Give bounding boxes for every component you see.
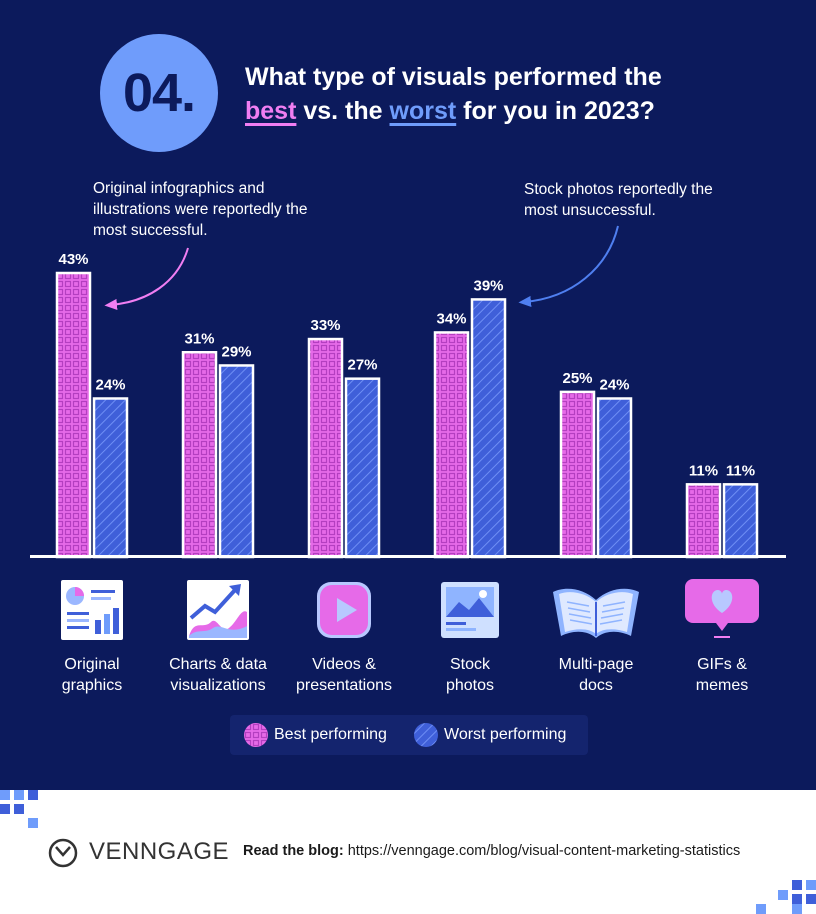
title-worst-word: worst — [389, 97, 457, 125]
legend-item-best: Best performing — [244, 715, 387, 755]
question-number-badge: 04. — [100, 34, 218, 152]
bar-worst-2 — [344, 377, 381, 559]
bar-worst-0 — [92, 397, 129, 559]
title-mid-text: vs. the — [303, 97, 383, 125]
bar-best-1 — [181, 351, 218, 559]
data-label-worst-3: 39% — [473, 277, 503, 294]
data-label-best-1: 31% — [184, 330, 214, 347]
venngage-logo-icon — [48, 838, 78, 868]
play-video-icon — [311, 578, 377, 642]
data-label-best-5: 11% — [689, 462, 718, 479]
infographic-icon — [59, 578, 125, 642]
title-best-word: best — [245, 97, 297, 125]
category-label-line1: Videos & — [312, 656, 376, 673]
legend-label-worst: Worst performing — [444, 726, 567, 743]
category-gifs-memes: GIFs & memes — [654, 578, 790, 696]
legend-label-best: Best performing — [274, 726, 387, 743]
bar-worst-3 — [470, 298, 507, 559]
data-label-worst-0: 24% — [95, 376, 125, 393]
category-label-line2: visualizations — [170, 677, 266, 694]
title-line-2: best vs. the worst for you in 2023? — [245, 94, 805, 128]
bar-best-4 — [559, 390, 596, 559]
category-label-line2: graphics — [61, 677, 123, 694]
open-book-icon — [551, 578, 641, 642]
category-original-graphics: Original graphics — [24, 578, 160, 696]
data-label-worst-5: 11% — [726, 462, 755, 479]
chart-legend: Best performing Worst performing — [230, 715, 588, 755]
category-label-line1: GIFs & — [697, 656, 747, 673]
line-chart-icon — [185, 578, 251, 642]
blog-url[interactable]: https://venngage.com/blog/visual-content… — [347, 843, 741, 859]
category-label-line1: Charts & data — [169, 656, 267, 673]
bar-best-2 — [307, 337, 344, 559]
legend-swatch-worst — [414, 723, 438, 747]
data-label-best-4: 25% — [562, 370, 592, 387]
brand-name: VENNGAGE — [89, 838, 230, 865]
bar-best-5 — [685, 483, 722, 559]
category-charts-data-viz: Charts & data visualizations — [150, 578, 286, 696]
venngage-logo[interactable]: VENNGAGE — [47, 836, 229, 868]
bar-worst-1 — [218, 364, 255, 559]
category-label-line2: memes — [695, 677, 749, 694]
legend-item-worst: Worst performing — [414, 715, 566, 755]
annotation-best: Original infographics and illustrations … — [93, 180, 308, 239]
landscape-photo-icon — [437, 578, 503, 642]
page-title: What type of visuals performed the best … — [245, 60, 805, 128]
category-label-line2: docs — [579, 677, 613, 694]
title-end-text: for you in 2023? — [463, 97, 655, 125]
category-stock-photos: Stock photos — [402, 578, 538, 696]
data-label-best-2: 33% — [310, 317, 340, 334]
category-label-line2: presentations — [295, 677, 393, 694]
heart-message-icon — [684, 578, 760, 642]
data-label-worst-1: 29% — [221, 343, 251, 360]
bar-worst-4 — [596, 397, 633, 559]
bar-best-3 — [433, 331, 470, 559]
data-label-best-3: 34% — [436, 310, 466, 327]
data-label-worst-4: 24% — [599, 376, 629, 393]
title-line-1: What type of visuals performed the — [245, 63, 662, 91]
annotation-worst: Stock photos reportedly the most unsucce… — [524, 181, 713, 219]
chart-baseline — [30, 555, 786, 558]
bar-best-0 — [55, 271, 92, 559]
category-videos-presentations: Videos & presentations — [276, 578, 412, 696]
category-label-line1: Multi-page — [558, 656, 634, 673]
data-label-best-0: 43% — [58, 251, 88, 268]
category-label-line1: Stock — [449, 656, 490, 673]
legend-swatch-best — [244, 723, 268, 747]
blog-link-line: Read the blog: https://venngage.com/blog… — [243, 843, 740, 859]
data-label-worst-2: 27% — [347, 357, 377, 374]
category-label-line2: photos — [445, 677, 495, 694]
category-multi-page-docs: Multi-page docs — [528, 578, 664, 696]
category-label-line1: Original — [64, 656, 120, 673]
bar-worst-5 — [722, 483, 759, 559]
blog-label: Read the blog: — [243, 843, 344, 859]
